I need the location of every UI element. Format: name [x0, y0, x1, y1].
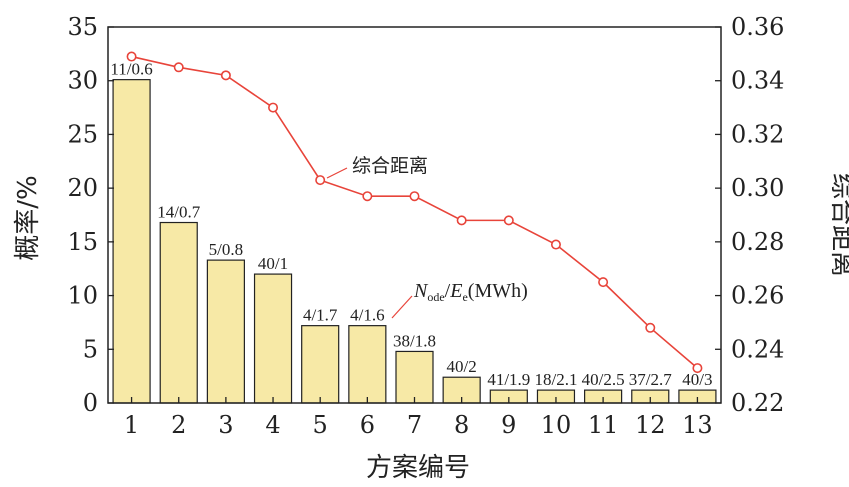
distance-point-12: [645, 322, 656, 333]
right-tick-label-4: 0.30: [731, 174, 784, 202]
anno-unit: (MWh): [468, 280, 528, 302]
bar-label-4: 40/1: [258, 254, 288, 273]
distance-point-11: [598, 277, 609, 288]
right-tick-label-1: 0.24: [731, 335, 784, 363]
distance-point-13: [692, 363, 703, 374]
distance-point-10: [550, 239, 561, 250]
x-tick-label-5: 5: [313, 411, 328, 439]
x-tick-label-8: 8: [454, 411, 469, 439]
left-tick-label-2: 10: [67, 282, 98, 310]
bar-7: [395, 350, 434, 404]
right-tick-label-5: 0.32: [731, 120, 784, 148]
x-axis-title: 方案编号: [366, 453, 470, 483]
tick-group: 051015202530350.220.240.260.280.300.320.…: [67, 13, 784, 439]
x-tick-label-7: 7: [407, 411, 422, 439]
x-tick-label-3: 3: [218, 411, 233, 439]
left-tick-label-3: 15: [67, 228, 98, 256]
bar-group: [112, 79, 717, 404]
right-tick-label-3: 0.28: [731, 228, 784, 256]
bar-label-3: 5/0.8: [209, 240, 243, 259]
left-tick-label-1: 5: [83, 335, 98, 363]
distance-point-8: [456, 215, 467, 226]
line-annotation-leader: [326, 167, 348, 179]
bar-label-6: 4/1.6: [350, 306, 384, 325]
x-tick-label-1: 1: [124, 411, 139, 439]
distance-point-3: [220, 70, 231, 81]
bar-label-11: 40/2.5: [582, 370, 625, 389]
distance-point-1: [126, 51, 137, 62]
bar-label-12: 37/2.7: [629, 370, 672, 389]
bar-label-annotation: Node/Ee(MWh): [413, 280, 528, 304]
x-tick-label-11: 11: [588, 411, 619, 439]
left-tick-label-6: 30: [67, 67, 98, 95]
anno-e: E: [449, 280, 462, 302]
bar-6: [348, 325, 387, 404]
left-axis-title: 概率/%: [13, 175, 43, 260]
x-tick-label-6: 6: [360, 411, 375, 439]
bar-label-10: 18/2.1: [534, 370, 577, 389]
right-tick-label-2: 0.26: [731, 282, 784, 310]
bar-label-2: 14/0.7: [157, 203, 200, 222]
line-series-group: [126, 51, 703, 374]
left-tick-label-5: 25: [67, 120, 98, 148]
bar-label-5: 4/1.7: [303, 306, 338, 325]
right-tick-label-6: 0.34: [731, 67, 784, 95]
right-tick-label-7: 0.36: [731, 13, 784, 41]
bar-label-13: 40/3: [682, 370, 712, 389]
distance-point-4: [268, 102, 279, 113]
left-tick-label-7: 35: [67, 13, 98, 41]
distance-point-7: [409, 191, 420, 202]
anno-n: N: [413, 280, 429, 302]
x-tick-label-13: 13: [682, 411, 713, 439]
anno-n-sub: ode: [427, 290, 444, 304]
bar-5: [301, 325, 340, 404]
bar-label-group: 11/0.6 14/0.7 5/0.8 40/1 4/1.7 4/1.6 38/1.8 40/…: [110, 60, 712, 389]
x-tick-label-12: 12: [635, 411, 666, 439]
line-annotation: 综合距离: [352, 155, 428, 177]
distance-point-6: [362, 191, 373, 202]
bar-label-1: 11/0.6: [110, 60, 152, 79]
bar-4: [253, 273, 293, 404]
left-tick-label-0: 0: [83, 389, 98, 417]
left-tick-label-4: 20: [67, 174, 98, 202]
bar-3: [206, 259, 245, 404]
distance-point-5: [315, 175, 326, 186]
x-tick-label-10: 10: [541, 411, 572, 439]
bar-2: [159, 221, 198, 404]
x-tick-label-2: 2: [171, 411, 186, 439]
bar-label-7: 38/1.8: [393, 331, 436, 350]
anno-sep: /: [445, 280, 451, 302]
distance-point-9: [503, 215, 514, 226]
bar-label-8: 40/2: [447, 357, 477, 376]
right-axis-title: 综合距离: [827, 173, 849, 277]
bar-label-9: 41/1.9: [487, 370, 530, 389]
anno-e-sub: e: [462, 290, 467, 304]
bar-annotation-leader: [391, 295, 413, 319]
bar-1: [112, 79, 151, 404]
x-tick-label-4: 4: [265, 411, 280, 439]
right-tick-label-0: 0.22: [731, 389, 784, 417]
x-tick-label-9: 9: [501, 411, 516, 439]
distance-point-2: [173, 62, 184, 73]
